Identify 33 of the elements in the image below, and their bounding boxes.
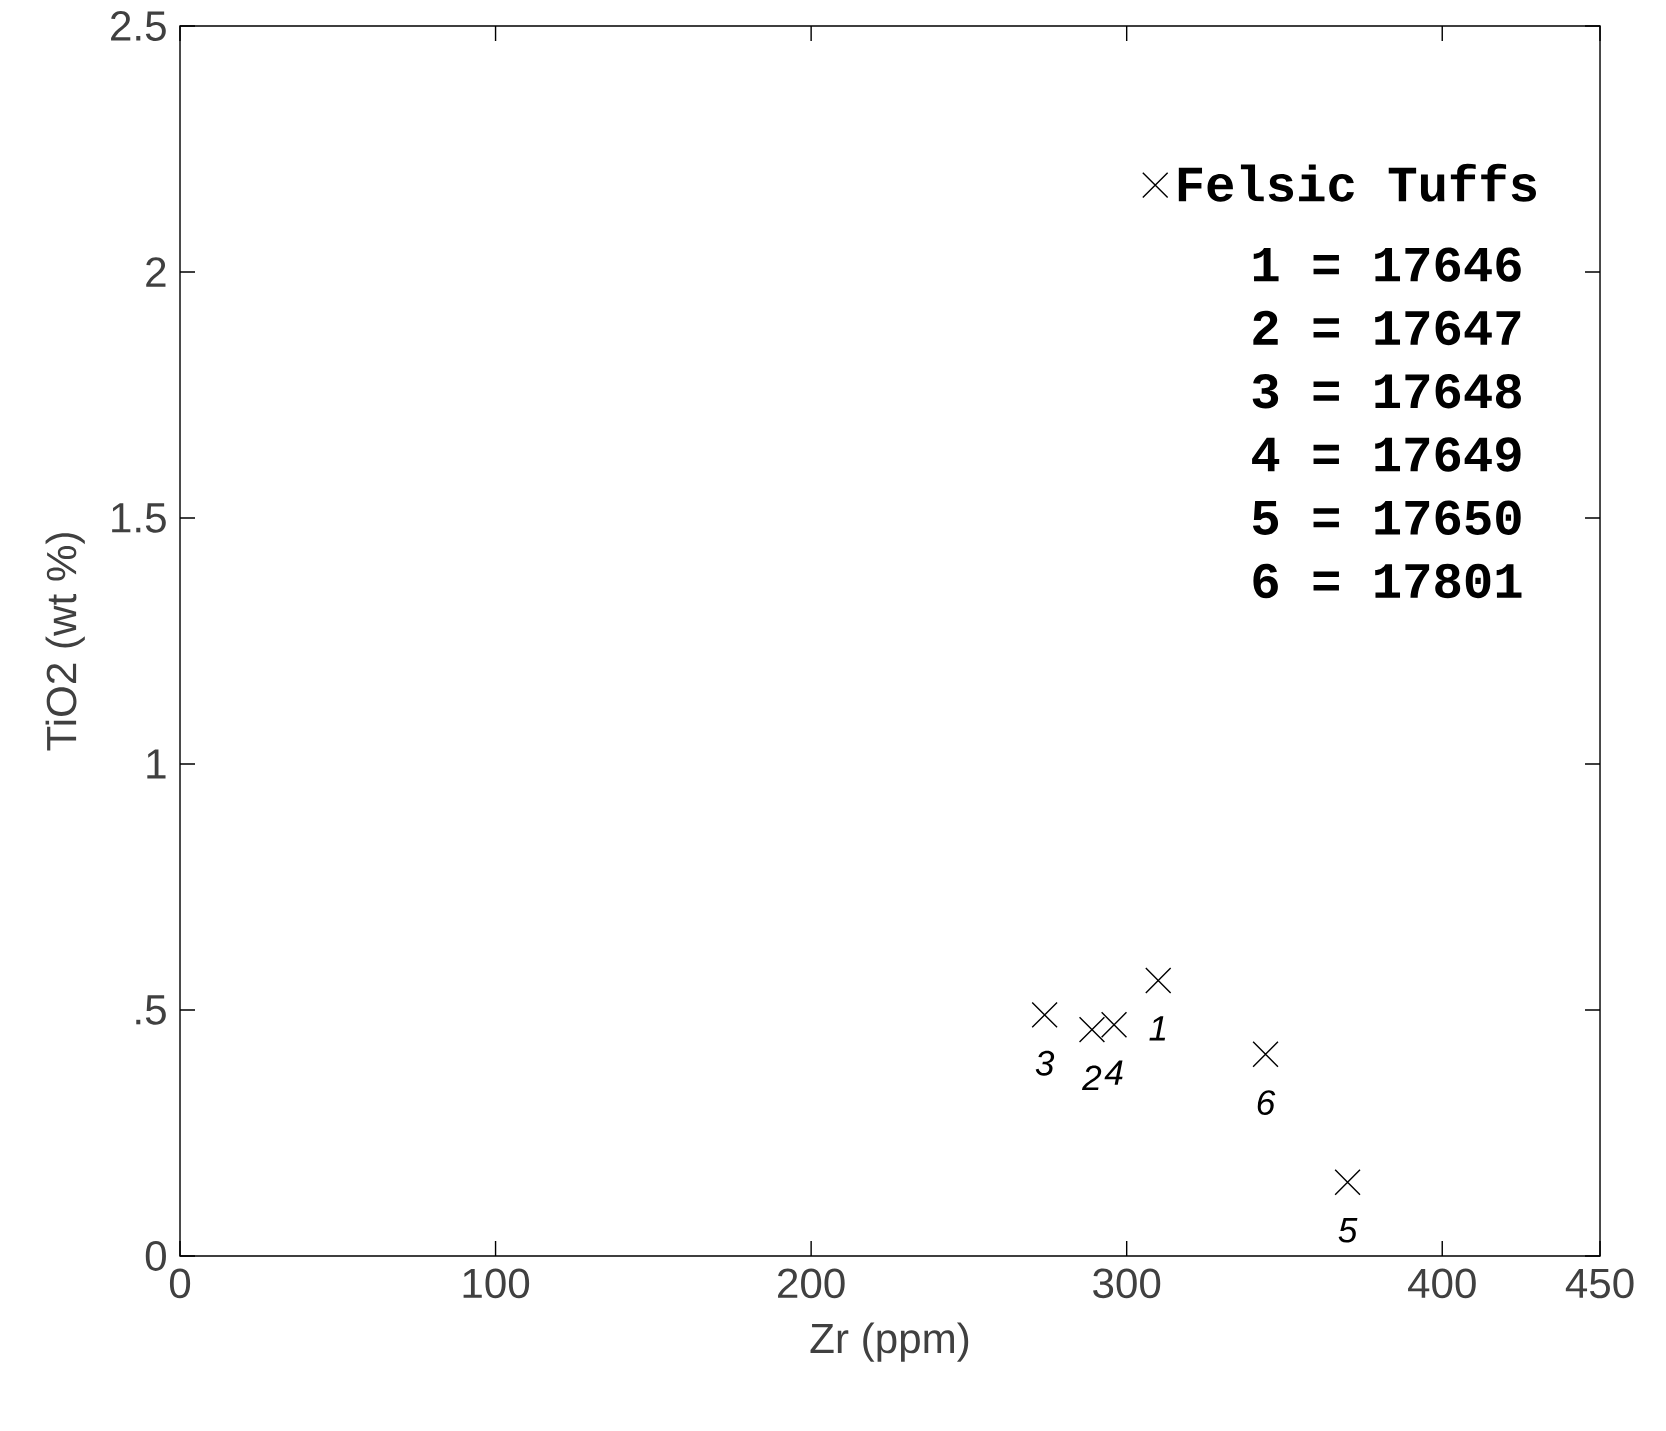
x-tick-label: 0 (169, 1268, 191, 1299)
point (1100, 1011, 1128, 1038)
annotation: 3 = 17648 (1252, 374, 1521, 409)
point (1252, 1041, 1279, 1068)
point (1145, 967, 1172, 994)
point (1334, 1169, 1361, 1196)
x-axis-title: Zr (ppm) (810, 1322, 969, 1362)
y-tick-label: 2.5 (111, 11, 166, 41)
annotation: 1 = 17646 (1253, 247, 1521, 282)
annotation: 5 = 17650 (1252, 500, 1521, 535)
legend-label: Felsic Tuffs (1178, 163, 1536, 202)
y-tick-label: 1 (147, 749, 166, 779)
annotation: 4 = 17649 (1252, 437, 1521, 472)
annotation: 2 = 17647 (1253, 310, 1521, 346)
x-tick-label: 200 (778, 1268, 845, 1299)
annotation: 3 (1035, 1050, 1055, 1076)
annotation: 6 = 17801 (1253, 563, 1522, 599)
y-tick-label: 2 (146, 257, 166, 287)
x-tick-label: 300 (1093, 1268, 1161, 1299)
y-tick-label: 0 (145, 1241, 166, 1271)
annotation: 5 (1338, 1218, 1358, 1243)
annotation: 2 (1081, 1065, 1102, 1091)
point (1031, 1001, 1058, 1029)
point (1078, 1016, 1106, 1043)
annotation: 6 (1257, 1090, 1276, 1115)
y-tick-label: 1.5 (112, 503, 166, 533)
x-tick-label: 100 (463, 1268, 530, 1299)
annotation: 4 (1104, 1060, 1123, 1085)
annotation: 1 (1149, 1016, 1166, 1041)
y-axis-title: TiO2 (wt %) (45, 533, 85, 751)
x-tick-label: 450 (1565, 1268, 1634, 1299)
x-tick-label: 400 (1408, 1268, 1476, 1299)
y-tick-label: .5 (136, 995, 166, 1025)
